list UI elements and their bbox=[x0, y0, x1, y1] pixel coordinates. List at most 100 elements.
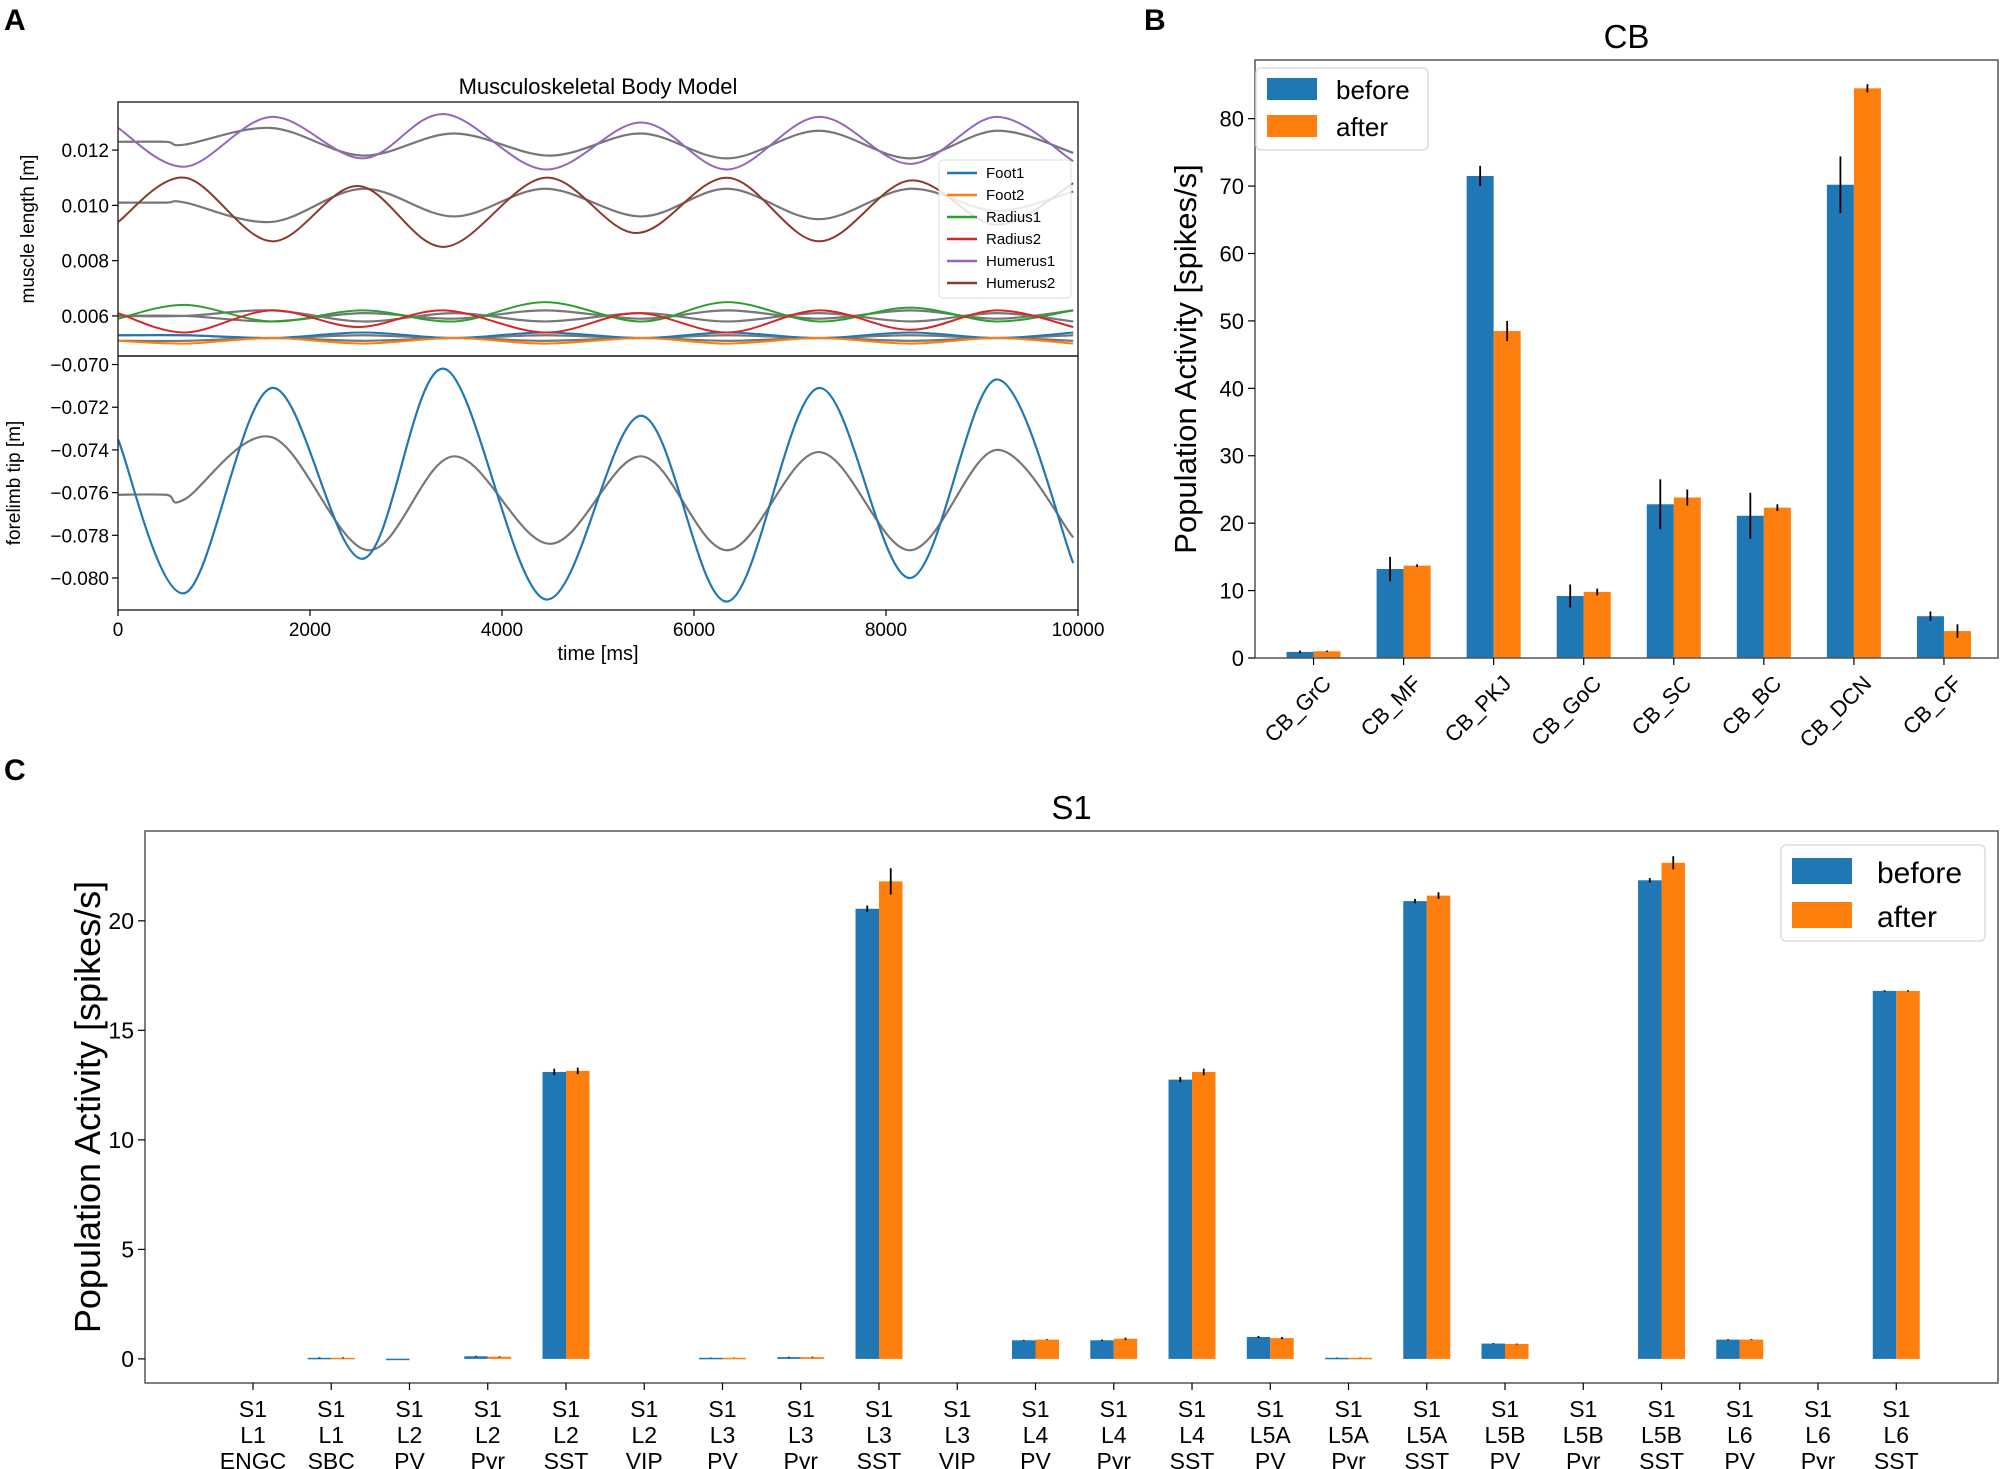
series-line-humerus2 bbox=[118, 176, 1074, 248]
legend-label: Humerus2 bbox=[986, 275, 1055, 292]
y-tick-label: 20 bbox=[108, 908, 134, 934]
x-tick-label: CB_GrC bbox=[1260, 671, 1337, 748]
bar-after bbox=[1493, 331, 1521, 658]
x-tick-label: VIP bbox=[626, 1448, 663, 1469]
x-tick-label: Pyr bbox=[1566, 1448, 1601, 1469]
y-tick-label: 10 bbox=[1220, 579, 1244, 604]
bar-before bbox=[1466, 175, 1494, 658]
y-axis-label: forelimb tip [m] bbox=[4, 421, 25, 546]
x-tick-label: S1 bbox=[1021, 1396, 1049, 1422]
x-tick-label: CB_GoC bbox=[1526, 671, 1606, 751]
y-tick-label: 40 bbox=[1220, 376, 1244, 401]
x-tick-label: Pyr bbox=[1801, 1448, 1836, 1469]
bar-before bbox=[542, 1071, 566, 1359]
y-tick-label: 10 bbox=[108, 1127, 134, 1153]
series-line-reference-0 bbox=[118, 126, 1074, 160]
bar-before bbox=[1090, 1340, 1114, 1359]
bar-after bbox=[1505, 1344, 1529, 1359]
bar-before bbox=[1646, 504, 1674, 658]
y-tick-label: −0.074 bbox=[50, 441, 109, 462]
x-tick-label: L4 bbox=[1179, 1422, 1205, 1448]
chart-title: CB bbox=[1604, 18, 1650, 55]
axes-frame bbox=[1254, 59, 1999, 659]
series-line-foot2 bbox=[118, 337, 1074, 345]
y-tick-label: 0.006 bbox=[61, 307, 109, 328]
x-tick-label: SST bbox=[1170, 1448, 1215, 1469]
x-tick-label: 4000 bbox=[481, 620, 523, 641]
legend-label: after bbox=[1336, 112, 1388, 142]
y-tick-label: 50 bbox=[1220, 309, 1244, 334]
x-tick-label: L6 bbox=[1805, 1422, 1831, 1448]
x-tick-label: Pyr bbox=[1331, 1448, 1366, 1469]
bar-after bbox=[1763, 507, 1791, 658]
x-tick-label: Pyr bbox=[783, 1448, 818, 1469]
x-tick-label: PV bbox=[1020, 1448, 1051, 1469]
bar-before bbox=[777, 1357, 801, 1359]
x-tick-label: CB_BC bbox=[1717, 671, 1787, 741]
s1-bar-chart: S105101520S1L1ENGCS1L1SBCS1L2PVS1L2PyrS1… bbox=[67, 789, 1999, 1469]
x-tick-label: S1 bbox=[943, 1396, 971, 1422]
legend-swatch-after bbox=[1267, 115, 1317, 137]
bar-after bbox=[1673, 497, 1701, 658]
x-tick-label: S1 bbox=[1178, 1396, 1206, 1422]
x-tick-label: S1 bbox=[1647, 1396, 1675, 1422]
bar-after bbox=[800, 1357, 825, 1359]
x-tick-label: Pyr bbox=[1097, 1448, 1132, 1469]
x-tick-label: L5A bbox=[1250, 1422, 1292, 1448]
bar-before bbox=[1168, 1079, 1193, 1359]
bar-before bbox=[386, 1358, 410, 1361]
y-tick-label: 80 bbox=[1220, 107, 1244, 132]
x-tick-label: L2 bbox=[631, 1422, 657, 1448]
series-line-reference-1 bbox=[118, 367, 1075, 603]
bar-before bbox=[1916, 616, 1944, 658]
legend-label: before bbox=[1336, 75, 1410, 105]
legend: Foot1 Foot2 Radius1 Radius2 Humerus1 Humerus2 bbox=[938, 159, 1072, 299]
x-tick-label: S1 bbox=[1726, 1396, 1754, 1422]
x-tick-label: SST bbox=[544, 1448, 589, 1469]
bar-before bbox=[1481, 1343, 1506, 1359]
x-tick-label: L3 bbox=[944, 1422, 970, 1448]
x-tick-label: SST bbox=[1874, 1448, 1919, 1469]
y-axis-label: Population Activity [spikes/s] bbox=[1168, 164, 1203, 553]
bar-before bbox=[1638, 880, 1662, 1359]
x-tick-label: 10000 bbox=[1052, 620, 1105, 641]
x-tick-label: CB_DCN bbox=[1795, 671, 1877, 753]
y-tick-label: −0.076 bbox=[50, 484, 109, 505]
chart-title: S1 bbox=[1051, 789, 1091, 826]
bar-after bbox=[1403, 565, 1431, 658]
legend-label: Humerus1 bbox=[986, 253, 1055, 270]
x-tick-label: S1 bbox=[787, 1396, 815, 1422]
legend-swatch-before bbox=[1267, 78, 1317, 100]
x-tick-label: L2 bbox=[397, 1422, 423, 1448]
bar-after bbox=[1313, 651, 1341, 658]
x-tick-label: 2000 bbox=[289, 620, 331, 641]
x-tick-label: S1 bbox=[1569, 1396, 1597, 1422]
x-tick-label: PV bbox=[1724, 1448, 1755, 1469]
x-tick-label: L1 bbox=[240, 1422, 266, 1448]
x-tick-label: CB_MF bbox=[1356, 671, 1426, 741]
x-tick-label: L5B bbox=[1641, 1422, 1682, 1448]
x-tick-label: S1 bbox=[395, 1396, 423, 1422]
bar-after bbox=[722, 1357, 746, 1360]
x-axis-label: time [ms] bbox=[557, 643, 638, 665]
y-tick-label: 0 bbox=[121, 1346, 134, 1372]
x-tick-label: PV bbox=[707, 1448, 738, 1469]
bar-before bbox=[1012, 1340, 1036, 1359]
bar-after bbox=[879, 881, 903, 1359]
y-tick-label: 0.012 bbox=[61, 141, 109, 162]
x-tick-label: S1 bbox=[1256, 1396, 1284, 1422]
legend-swatch-before bbox=[1792, 858, 1852, 884]
x-tick-label: S1 bbox=[1804, 1396, 1832, 1422]
y-tick-label: 0.008 bbox=[61, 252, 109, 273]
x-tick-label: PV bbox=[1255, 1448, 1286, 1469]
subplot-1-series bbox=[118, 113, 1074, 345]
bar-after bbox=[1739, 1339, 1764, 1359]
x-tick-label: L2 bbox=[553, 1422, 579, 1448]
y-tick-label: 5 bbox=[121, 1236, 134, 1262]
x-tick-label: L5A bbox=[1406, 1422, 1448, 1448]
y-tick-label: −0.078 bbox=[50, 526, 109, 547]
x-tick-label: S1 bbox=[1491, 1396, 1519, 1422]
bar-before bbox=[1736, 515, 1764, 658]
x-tick-label: PV bbox=[394, 1448, 425, 1469]
bar-before bbox=[1872, 990, 1897, 1359]
